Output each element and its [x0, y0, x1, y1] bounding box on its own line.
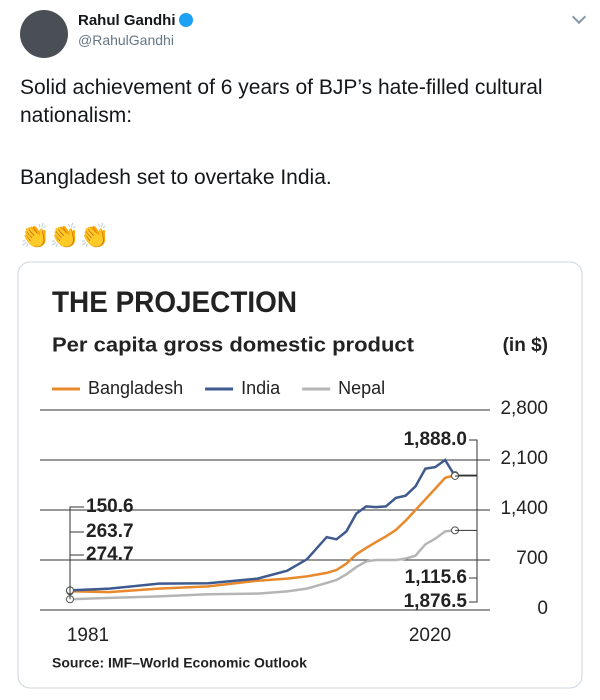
connector — [455, 529, 478, 579]
author[interactable]: Rahul Gandhi — [78, 12, 176, 29]
series-line — [69, 458, 457, 592]
data-label: 274.7 — [86, 544, 134, 565]
connector — [455, 439, 478, 476]
x-tick-label: 2020 — [409, 625, 451, 646]
data-label: 1,876.5 — [404, 591, 468, 612]
paragraph: Solid achievement of 6 years of BJP’s ha… — [20, 76, 543, 127]
handle[interactable]: @RahulGandhi — [78, 32, 174, 48]
legend-label: Bangladesh — [88, 378, 183, 398]
series-line — [69, 529, 456, 601]
series-line — [69, 473, 456, 594]
paragraph: Bangladesh set to overtake India. — [20, 166, 332, 189]
media-card[interactable] — [17, 261, 583, 689]
legend-label: India — [241, 378, 281, 398]
avatar[interactable] — [20, 10, 68, 58]
data-label: 263.7 — [86, 521, 134, 542]
connector — [69, 506, 84, 600]
data-label: 150.6 — [86, 496, 134, 517]
author-name[interactable]: Rahul Gandhi — [78, 12, 193, 29]
y-tick-label: 2,800 — [500, 398, 548, 419]
y-tick-label: 2,100 — [500, 448, 548, 469]
verified-badge — [178, 13, 193, 27]
y-tick-label: 0 — [537, 598, 548, 619]
source: Source: IMF–World Economic Outlook — [52, 655, 307, 671]
chart-title: THE PROJECTION — [52, 286, 297, 319]
chart-subtitle: Per capita gross domestic product — [52, 334, 414, 356]
legend-label: Nepal — [338, 378, 385, 398]
emoji: 👏👏👏 — [20, 223, 110, 250]
y-tick-label: 700 — [516, 548, 548, 569]
x-tick-label: 1981 — [67, 625, 109, 646]
data-label: 1,115.6 — [405, 567, 467, 588]
y-tick-label: 1,400 — [500, 498, 548, 519]
tweet-text: Solid achievement of 6 years of BJP’s ha… — [20, 74, 590, 226]
data-label: 1,888.0 — [404, 429, 467, 450]
y-axis-label: (in $) — [503, 335, 548, 356]
